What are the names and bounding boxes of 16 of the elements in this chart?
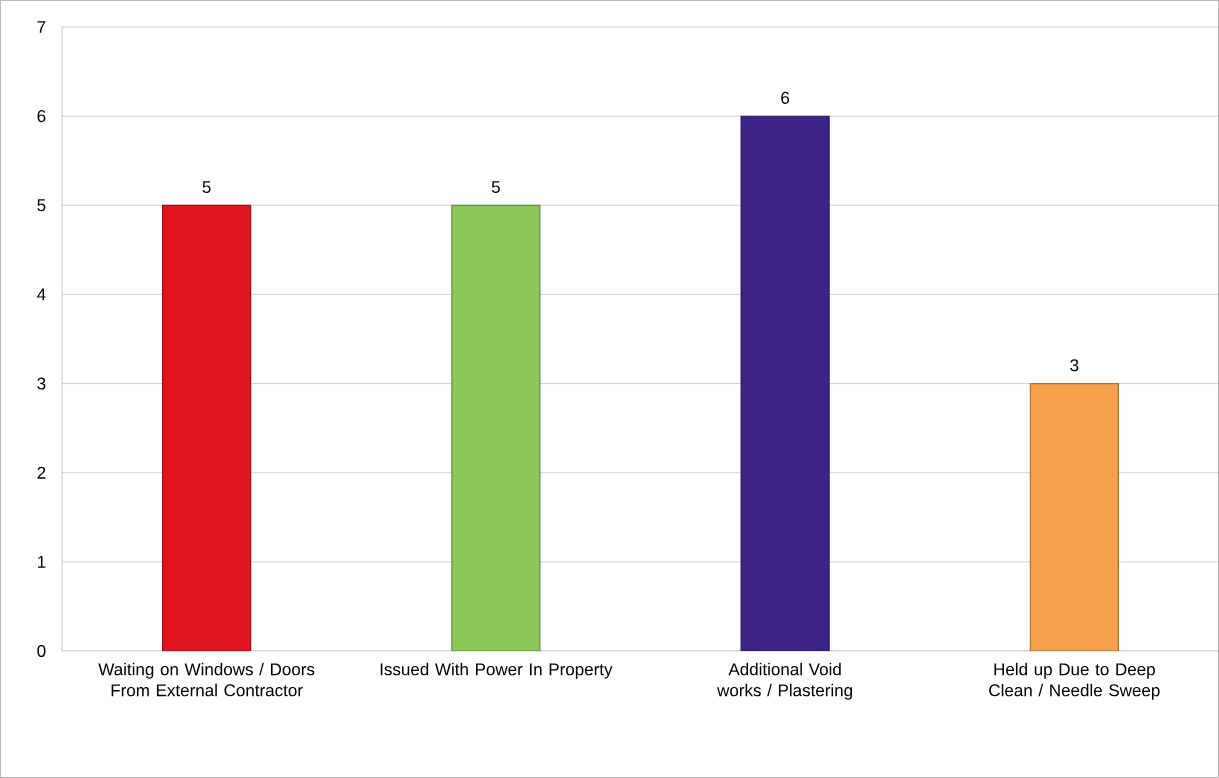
y-tick-label: 5	[37, 199, 46, 212]
x-tick-label: Issued With Power In Property	[380, 662, 613, 679]
data-label: 5	[491, 181, 500, 194]
x-tick-label: Additional Void works / Plastering	[717, 662, 853, 700]
y-tick-label: 6	[37, 110, 46, 123]
data-label: 6	[781, 91, 790, 104]
y-tick-label: 2	[37, 466, 46, 479]
x-tick-label: Held up Due to Deep Clean / Needle Sweep	[989, 662, 1160, 700]
y-tick-label: 7	[37, 21, 46, 33]
y-tick-label: 3	[37, 377, 46, 390]
x-tick-label: Waiting on Windows / Doors From External Contractor	[98, 662, 315, 697]
data-label: 3	[1070, 359, 1079, 372]
data-label: 5	[202, 181, 211, 194]
y-tick-label: 1	[37, 555, 46, 568]
y-tick-label: 0	[37, 644, 46, 658]
y-tick-label: 4	[37, 288, 46, 301]
